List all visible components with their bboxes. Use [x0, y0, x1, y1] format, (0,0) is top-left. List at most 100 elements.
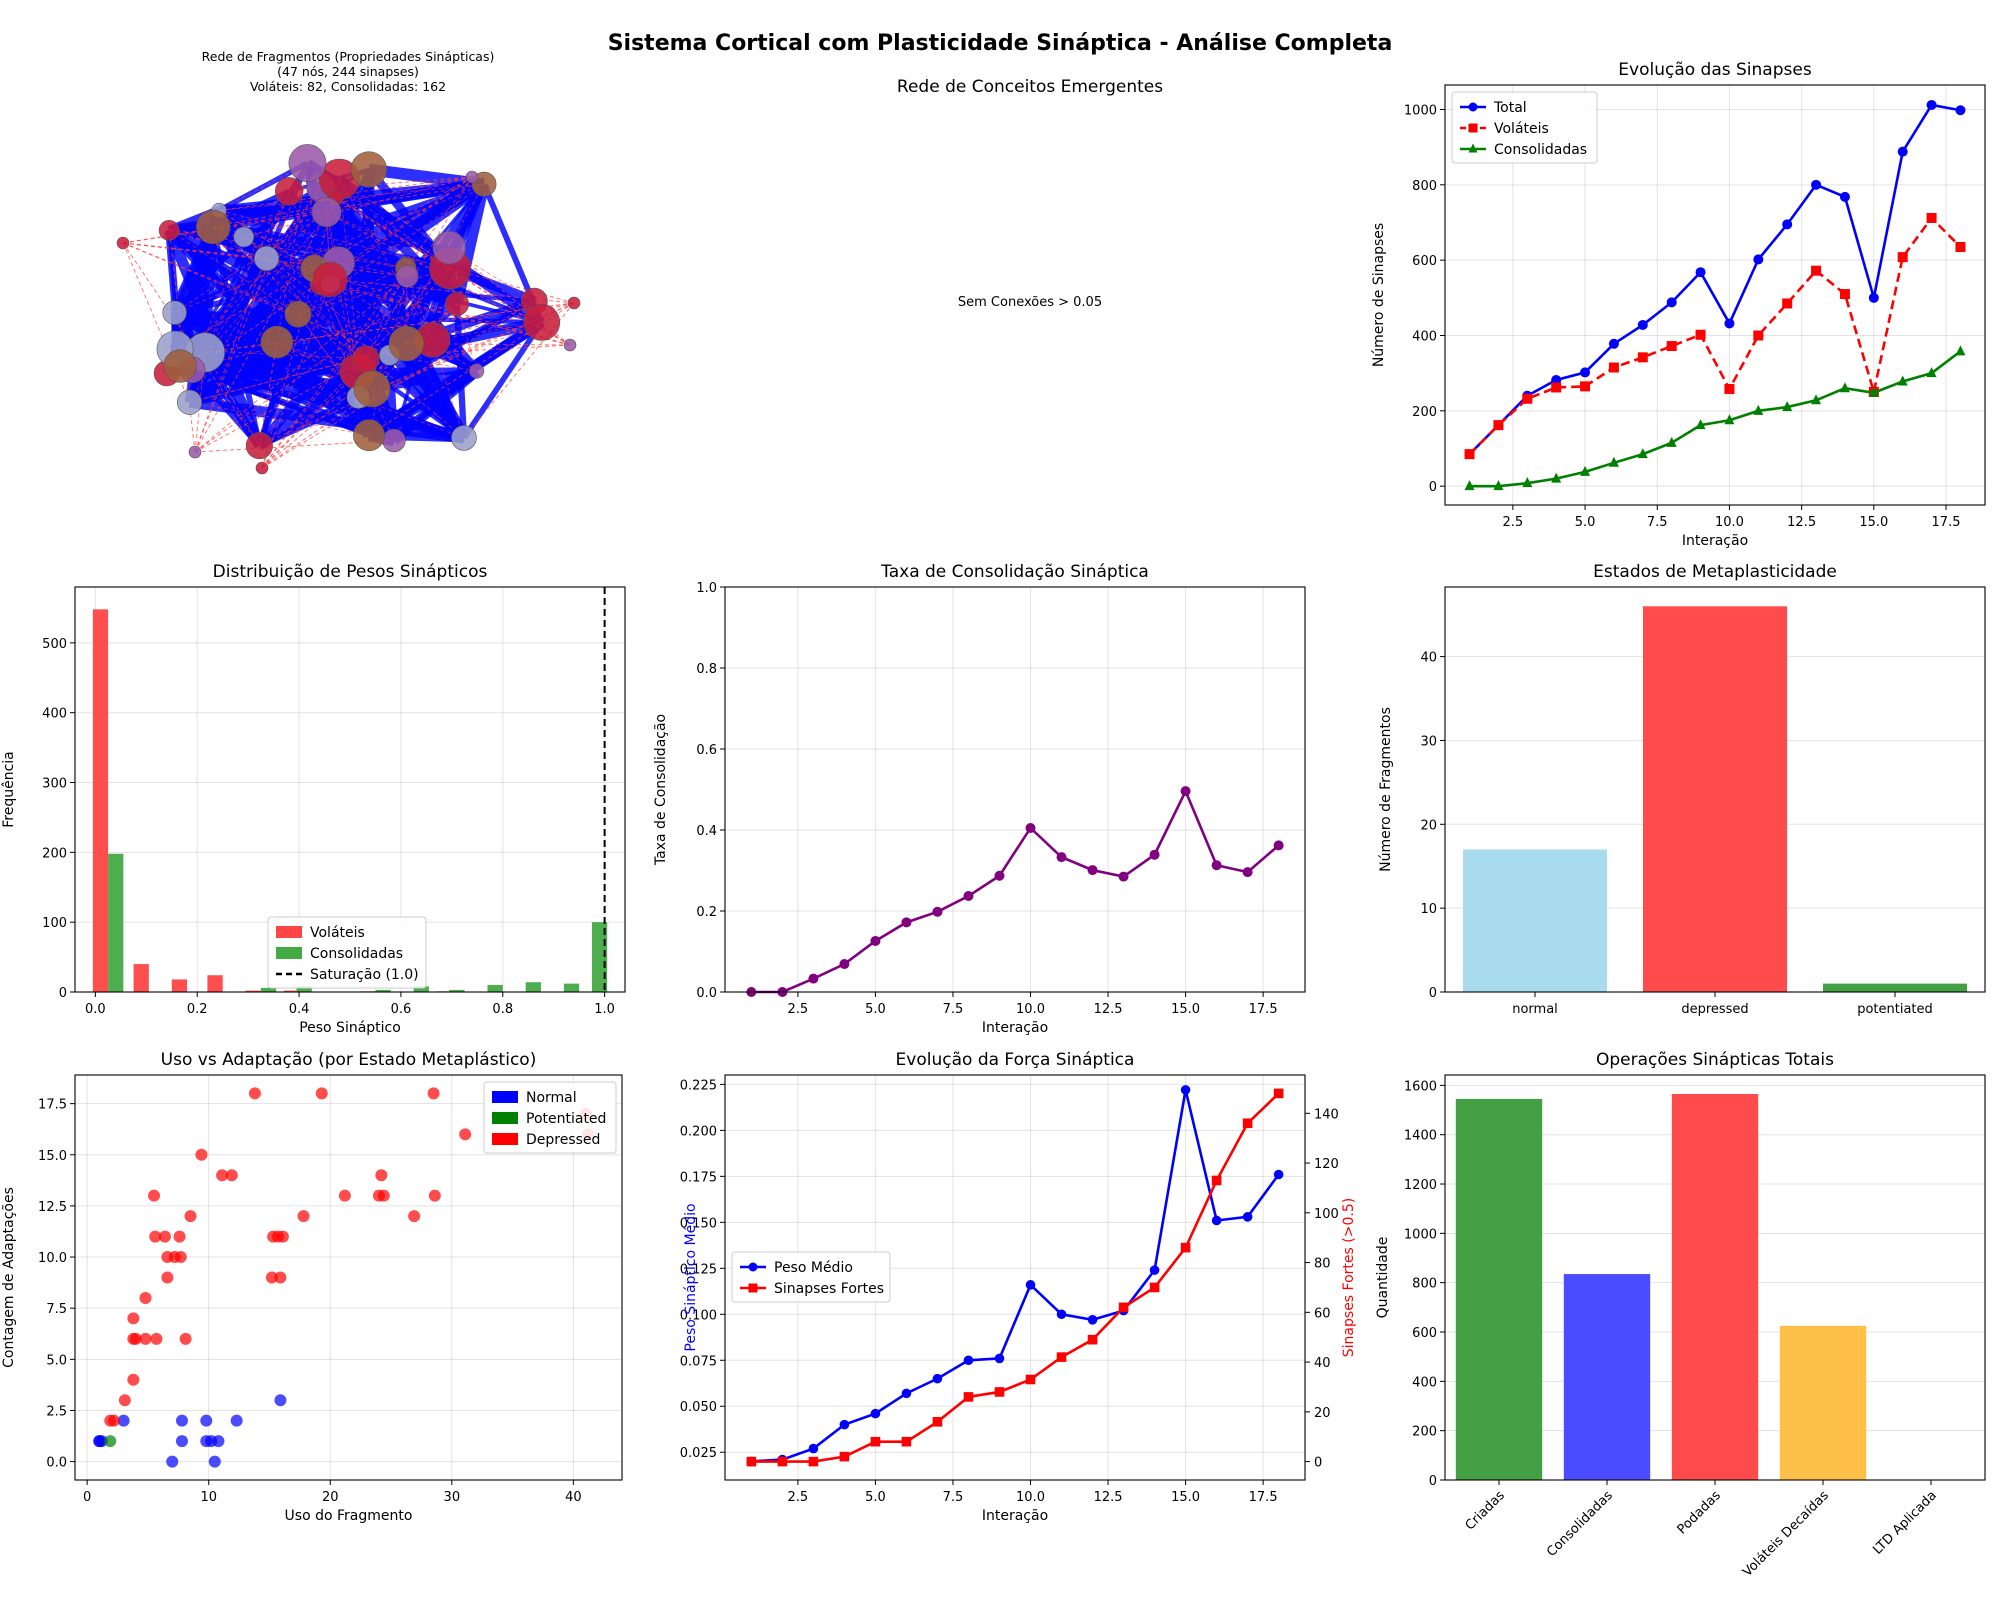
x-tick-label: 0.0	[85, 1002, 106, 1017]
volatile-synapse-edge	[259, 302, 575, 447]
legend-box	[267, 916, 427, 989]
volatile-synapse-edge	[456, 303, 478, 372]
x-tick-label: normal	[1512, 1002, 1558, 1017]
marker-circle	[1180, 1085, 1191, 1095]
x-tick-label: LTD Aplicada	[1870, 1488, 1939, 1557]
scatter-point	[127, 1312, 140, 1325]
marker-circle	[1782, 219, 1793, 230]
marker-square	[777, 1456, 788, 1467]
marker-circle	[963, 1355, 974, 1366]
x-tick-label: 2.5	[788, 1490, 809, 1505]
bar	[1671, 1093, 1759, 1480]
marker-square	[1464, 449, 1475, 460]
scatter-point	[107, 1414, 120, 1427]
x-tick-label: 7.5	[1647, 515, 1668, 530]
marker-circle	[748, 1262, 758, 1272]
marker-square	[1211, 1175, 1222, 1186]
x-tick-label: 5.0	[1575, 515, 1596, 530]
scatter-point	[129, 1332, 142, 1345]
marker-circle	[1056, 1309, 1067, 1320]
marker-triangle	[1753, 404, 1764, 415]
marker-triangle	[1468, 143, 1478, 153]
marker-triangle	[1551, 472, 1562, 483]
histogram-bar	[283, 990, 300, 992]
y-tick-label: 0.125	[680, 1262, 717, 1277]
fragment-node	[233, 226, 255, 248]
y-tick-label: 0.200	[680, 1124, 717, 1139]
marker-square	[1056, 1352, 1067, 1362]
volatile-synapse-edge	[122, 242, 267, 259]
scatter-point	[265, 1271, 278, 1284]
y-tick-label: 1600	[1404, 1079, 1437, 1094]
scatter-point	[149, 1230, 162, 1243]
x-tick-label: 10	[200, 1490, 217, 1505]
marker-circle	[1897, 146, 1908, 157]
volatile-synapse-edge	[330, 282, 571, 346]
network-nodes	[116, 144, 581, 475]
volatile-synapse-edge	[365, 267, 407, 360]
chart-weight-distribution: 0.0 0.2 0.4 0.6 0.8 1.0 0 100 200 300 400 500 Distri…	[1, 562, 626, 1036]
fragment-node	[353, 370, 391, 408]
x-tick-label: 2.5	[1503, 515, 1524, 530]
fragment-node	[444, 291, 469, 316]
marker-circle	[1211, 1215, 1222, 1226]
legend-label: Saturação (1.0)	[310, 967, 419, 983]
marker-triangle	[1464, 480, 1475, 491]
marker-circle	[932, 1373, 943, 1384]
marker-square	[1897, 252, 1908, 263]
strong-synapse-edge	[336, 177, 468, 440]
volatile-synapse-edge	[261, 275, 408, 469]
volatile-synapse-edge	[243, 176, 473, 238]
histogram-bar	[92, 609, 109, 992]
concepts-title: Rede de Conceitos Emergentes	[897, 77, 1163, 97]
scatter-point	[274, 1394, 287, 1407]
scatter-point	[274, 1271, 287, 1284]
scatter-point	[95, 1435, 108, 1448]
scatter-point	[139, 1332, 152, 1345]
y-axis-label: Taxa de Consolidação	[653, 714, 669, 866]
x-tick-label: 17.5	[1249, 1490, 1278, 1505]
volatile-synapse-edge	[368, 276, 408, 436]
y-tick-label: 40	[1420, 651, 1437, 666]
y-right-tick-label: 120	[1314, 1157, 1339, 1172]
fragment-node	[350, 151, 387, 188]
histogram-bar	[207, 975, 223, 992]
x-tick-label: Consolidadas	[1544, 1488, 1616, 1560]
marker-triangle	[1897, 375, 1908, 386]
scatter-point	[427, 1087, 440, 1100]
volatile-synapse-edge	[169, 229, 406, 269]
y-tick-label: 30	[1420, 734, 1437, 749]
marker-square	[1493, 420, 1504, 431]
scatter-point	[230, 1414, 243, 1427]
x-axis-label: Interação	[1682, 533, 1748, 549]
marker-square	[963, 1392, 974, 1402]
fragment-node	[254, 245, 280, 271]
y-tick-label: 0.175	[680, 1170, 717, 1185]
marker-circle	[1242, 867, 1253, 878]
x-axis-label: Interação	[982, 1508, 1048, 1524]
axes-frame	[1444, 1074, 1986, 1481]
marker-square	[901, 1436, 912, 1447]
volatile-synapse-edge	[289, 176, 473, 192]
fragment-node	[523, 303, 561, 341]
legend-label: Sinapses Fortes	[774, 1281, 884, 1297]
marker-circle	[994, 1353, 1005, 1364]
volatile-synapse-edge	[261, 399, 363, 469]
volatile-synapse-edge	[326, 211, 451, 269]
y-tick-label: 800	[1412, 179, 1437, 194]
marker-triangle	[1811, 394, 1822, 405]
marker-circle	[1273, 1169, 1284, 1180]
fragment-node	[158, 219, 180, 241]
legend-patch	[276, 947, 302, 959]
volatile-synapse-edge	[122, 183, 485, 244]
series-line	[751, 787, 1280, 994]
x-tick-label: Voláteis Decaídas	[1740, 1488, 1832, 1580]
y-tick-label: 1200	[1404, 1178, 1437, 1193]
scatter-point	[208, 1455, 221, 1468]
marker-triangle	[1839, 382, 1850, 393]
marker-circle	[1580, 367, 1591, 378]
network-edges	[122, 158, 575, 469]
marker-circle	[870, 935, 881, 946]
fragment-node	[465, 170, 479, 184]
marker-square	[1087, 1334, 1098, 1345]
